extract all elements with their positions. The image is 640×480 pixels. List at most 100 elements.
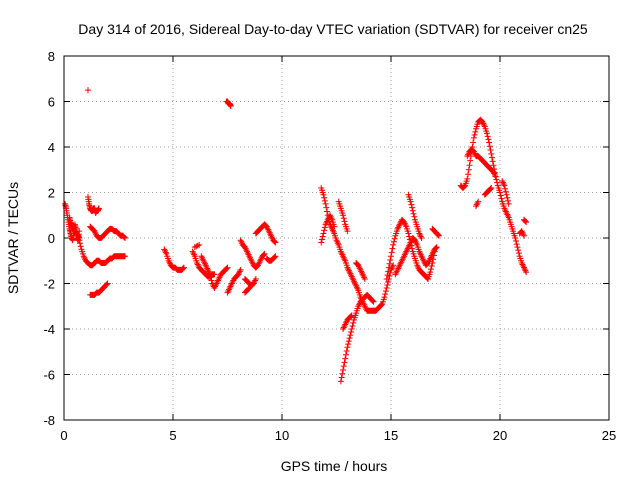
data-point [246,285,253,292]
data-point [515,247,522,254]
data-point [484,133,491,140]
data-point [369,297,376,304]
data-point [387,256,394,263]
data-point [433,244,440,251]
data-point [504,197,511,204]
data-point [467,157,474,164]
data-point [193,243,200,250]
data-point [339,370,346,377]
data-point [340,215,347,222]
x-tick-label: 10 [275,428,289,443]
data-point [321,227,328,234]
data-point [464,175,471,182]
data-point [512,235,519,241]
data-point [121,234,128,241]
data-point [383,285,390,292]
data-point [435,232,442,239]
data-point [252,275,259,282]
data-point [346,335,353,342]
data-point [388,249,395,256]
data-point [342,351,349,358]
data-point [103,281,110,288]
data-point [84,87,91,94]
y-tick-label: 0 [48,231,55,246]
data-point [487,185,494,192]
data-point [493,176,500,183]
data-point [245,285,252,292]
x-tick-label: 5 [169,428,176,443]
axis-ticks: 0 5 10 15 20 25 -8 -6 -4 -2 0 2 4 6 8 [43,49,616,443]
data-point [320,230,327,237]
data-point [318,239,325,246]
data-point [341,359,348,366]
data-point [207,271,214,278]
data-point [378,301,385,308]
data-point [391,235,398,242]
data-point [494,179,501,186]
data-point [488,150,495,157]
data-point [417,231,424,238]
data-point [260,251,267,258]
data-point [340,363,347,370]
y-tick-label: 4 [48,140,55,155]
data-point [271,253,278,260]
data-point [405,230,412,237]
data-point [272,239,279,246]
data-point [500,181,507,188]
data-point [334,238,341,245]
x-tick-label: 20 [493,428,507,443]
data-point [408,201,415,208]
data-point [207,274,214,281]
data-point [435,231,442,238]
data-point [417,233,424,240]
data-point [196,241,203,248]
data-point [348,326,355,332]
data-point [334,240,341,247]
data-point [486,143,493,150]
data-point [319,233,326,240]
y-tick-label: 8 [48,49,55,64]
data-point [345,338,352,345]
data-point [410,210,417,217]
data-point [348,329,355,336]
y-tick-label: -8 [43,413,55,428]
data-point [498,195,505,202]
data-point [428,263,435,270]
data-point [489,158,496,165]
data-point [331,223,338,230]
data-point [385,268,392,275]
data-point [503,191,510,198]
data-point [261,250,268,257]
data-point [390,238,397,245]
data-point [318,236,325,243]
data-point [522,218,529,225]
data-point [407,198,414,205]
x-tick-label: 15 [384,428,398,443]
data-point [523,269,530,276]
data-point [388,253,394,260]
x-tick-label: 0 [60,428,67,443]
data-point [514,244,521,251]
data-point [162,249,169,256]
data-point [433,244,440,251]
data-point [323,204,330,211]
data-point [320,191,327,198]
data-point [272,253,279,260]
data-point [344,228,351,235]
data-point [411,213,418,220]
data-point [501,182,508,189]
data-point [406,233,413,240]
data-point [341,218,348,225]
plot-frame [63,55,610,421]
data-points [62,87,530,385]
data-point [345,341,352,348]
data-point [208,277,215,284]
data-point [382,288,389,295]
data-point [471,131,478,138]
data-point [466,162,473,169]
data-point [523,219,530,226]
data-point [343,347,350,354]
x-tick-label: 25 [602,428,616,443]
data-point [321,194,328,201]
